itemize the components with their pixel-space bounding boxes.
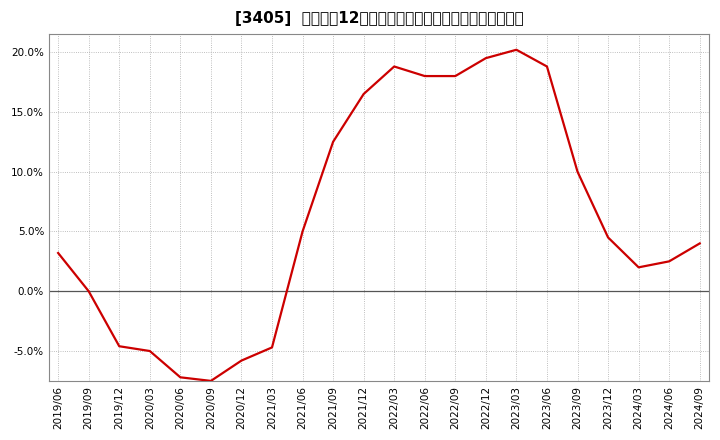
Title: [3405]  売上高の12か月移動合計の対前年同期増減率の推移: [3405] 売上高の12か月移動合計の対前年同期増減率の推移 — [235, 11, 523, 26]
